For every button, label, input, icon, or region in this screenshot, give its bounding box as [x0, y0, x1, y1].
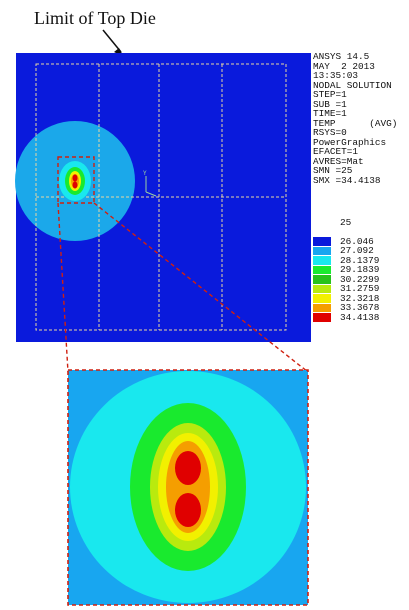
- legend-entry: 26.046: [313, 235, 409, 247]
- legend-value-label: 29.1839: [340, 264, 380, 275]
- zoom-hot-core-top: [175, 451, 201, 485]
- ansys-info-line: AVRES=Mat: [313, 155, 364, 167]
- zoom-connector-lines: [57, 202, 309, 373]
- legend-swatch: [313, 313, 331, 322]
- hotspot-small: [59, 161, 91, 201]
- legend-entry: 31.2759: [313, 284, 409, 294]
- ansys-info-line: ANSYS 14.5: [313, 51, 370, 62]
- die-outline: [35, 63, 287, 331]
- ansys-info-line: RSYS=0: [313, 127, 347, 138]
- legend-value-label: 30.2299: [340, 273, 380, 285]
- ansys-info-panel: ANSYS 14.5 MAY 2 2013 13:35:03 NODAL SOLUTI…: [313, 52, 409, 185]
- ansys-info-line: 13:35:03: [313, 70, 359, 81]
- legend-swatch: [313, 275, 331, 284]
- legend-entry: 32.3218: [313, 292, 409, 304]
- legend-value-label: 26.046: [340, 235, 374, 247]
- legend-entry: 33.3678: [313, 303, 409, 313]
- ansys-info-line: EFACET=1: [313, 146, 359, 157]
- legend-entry: 29.1839: [313, 265, 409, 275]
- legend-entry: 30.2299: [313, 273, 409, 285]
- legend-value-label: 33.3678: [340, 302, 380, 313]
- legend-value-label: 32.3218: [340, 292, 380, 304]
- legend-swatch: [313, 246, 331, 255]
- legend-entry: 34.4138: [313, 311, 409, 323]
- legend-value-label: 34.4138: [340, 311, 380, 323]
- ansys-info-line: SMX =34.4138: [313, 174, 381, 186]
- ansys-info-line: PowerGraphics: [313, 136, 387, 148]
- temperature-legend: 25 26.046 27.092 28.1379 29.1839 30.2299 31.2…: [313, 217, 409, 323]
- legend-value-label: 28.1379: [340, 254, 380, 266]
- legend-swatch: [313, 284, 331, 293]
- legend-swatch: [313, 303, 331, 312]
- ansys-info-line: SUB =1: [313, 98, 347, 110]
- svg-text:Y: Y: [143, 170, 147, 177]
- ansys-info-line: NODAL SOLUTION: [313, 79, 392, 91]
- ansys-info-line: MAY 2 2013: [313, 60, 375, 72]
- ansys-info-line: TIME=1: [313, 108, 347, 119]
- legend-swatch: [313, 265, 331, 274]
- zoom-selection-box: [57, 156, 95, 204]
- top-die-limit-label: Limit of Top Die: [34, 8, 156, 28]
- zoomed-view: [67, 369, 309, 606]
- legend-entry: 27.092: [313, 246, 409, 256]
- legend-swatch: [313, 237, 331, 246]
- legend-min-label: 25: [340, 216, 352, 228]
- ansys-info-line: SMN =25: [313, 165, 353, 176]
- ansys-info-line: STEP=1: [313, 89, 347, 100]
- zoom-hot-core-bottom: [175, 493, 201, 527]
- legend-entry: 28.1379: [313, 254, 409, 266]
- pointer-arrow: [102, 29, 124, 57]
- axis-triad-icon: Y: [143, 170, 157, 197]
- ansys-info-line: TEMP (AVG): [313, 117, 398, 129]
- legend-value-label: 31.2759: [340, 283, 380, 294]
- legend-swatch: [313, 256, 331, 265]
- zoom-frame: [67, 369, 309, 606]
- legend-swatch: [313, 294, 331, 303]
- legend-value-label: 27.092: [340, 245, 374, 256]
